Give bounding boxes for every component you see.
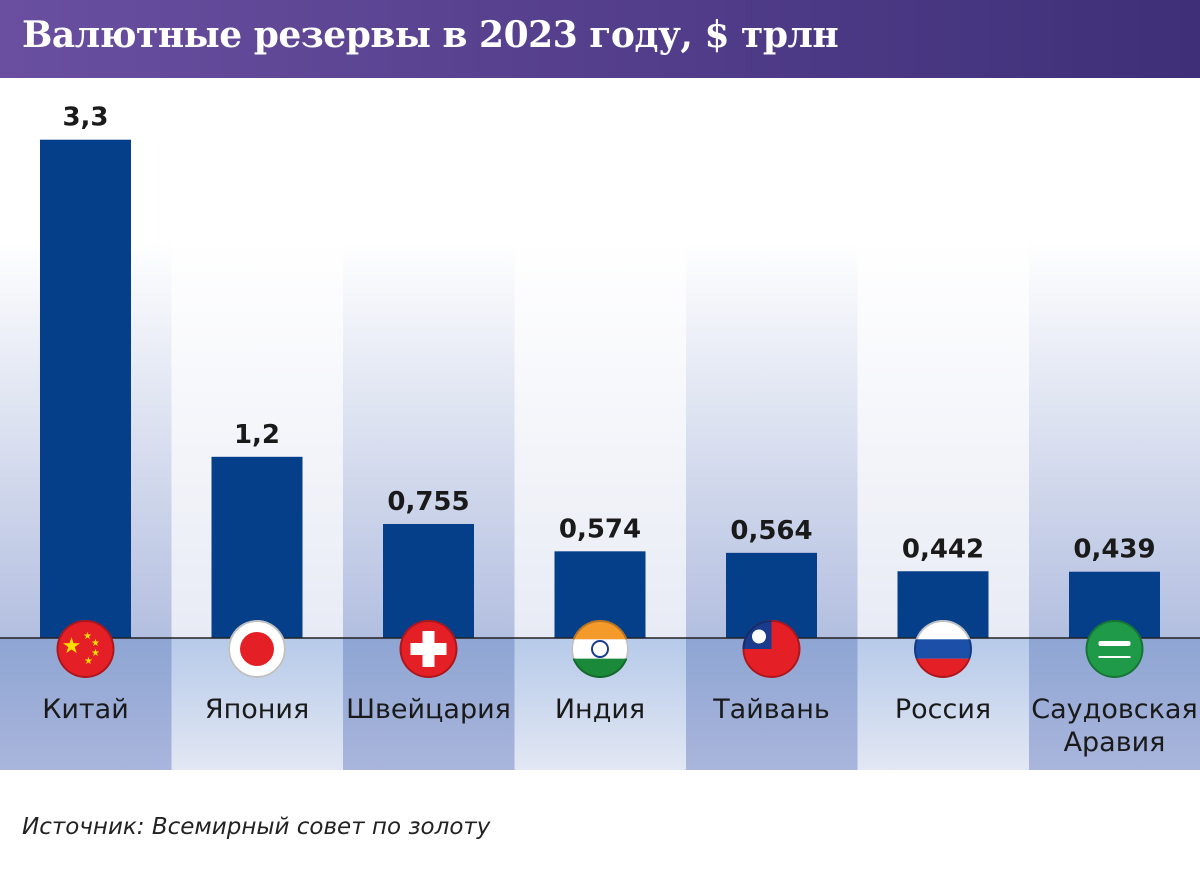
value-label: 0,755 bbox=[387, 487, 469, 517]
category-label: Саудовская Аравия bbox=[1031, 694, 1197, 758]
svg-text:★: ★ bbox=[91, 638, 100, 649]
category-label: Япония bbox=[205, 694, 309, 725]
value-label: 0,574 bbox=[559, 514, 641, 544]
svg-text:★: ★ bbox=[91, 648, 100, 659]
value-label: 3,3 bbox=[62, 103, 108, 133]
chart-title: Валютные резервы в 2023 году, $ трлн bbox=[22, 14, 839, 56]
japan-flag-icon bbox=[228, 620, 286, 678]
column-background bbox=[1029, 240, 1200, 638]
switzerland-flag-icon bbox=[399, 620, 458, 678]
china-flag-icon: ★ ★★★★ bbox=[56, 620, 115, 678]
category-label: Россия bbox=[895, 694, 991, 725]
saudi-arabia-flag-icon bbox=[1085, 620, 1144, 678]
svg-text:★: ★ bbox=[83, 631, 92, 642]
svg-text:★: ★ bbox=[84, 656, 93, 667]
taiwan-flag-icon bbox=[742, 620, 801, 678]
value-label: 0,439 bbox=[1073, 535, 1155, 565]
value-label: 0,564 bbox=[730, 516, 812, 546]
source-note: Источник: Всемирный совет по золоту bbox=[22, 814, 491, 840]
header-bar: Валютные резервы в 2023 году, $ трлн bbox=[0, 0, 1200, 78]
bar bbox=[211, 456, 303, 638]
india-flag-icon bbox=[571, 620, 629, 678]
category-label: Китай bbox=[42, 694, 129, 725]
category-label: Швейцария bbox=[346, 694, 511, 725]
bar bbox=[383, 523, 474, 638]
value-label: 0,442 bbox=[902, 534, 984, 564]
russia-flag-icon bbox=[914, 620, 972, 678]
category-label: Тайвань bbox=[712, 694, 830, 725]
value-label: 1,2 bbox=[234, 420, 280, 450]
category-label: Индия bbox=[555, 694, 645, 725]
svg-text:★: ★ bbox=[62, 634, 82, 659]
bar bbox=[40, 139, 131, 638]
